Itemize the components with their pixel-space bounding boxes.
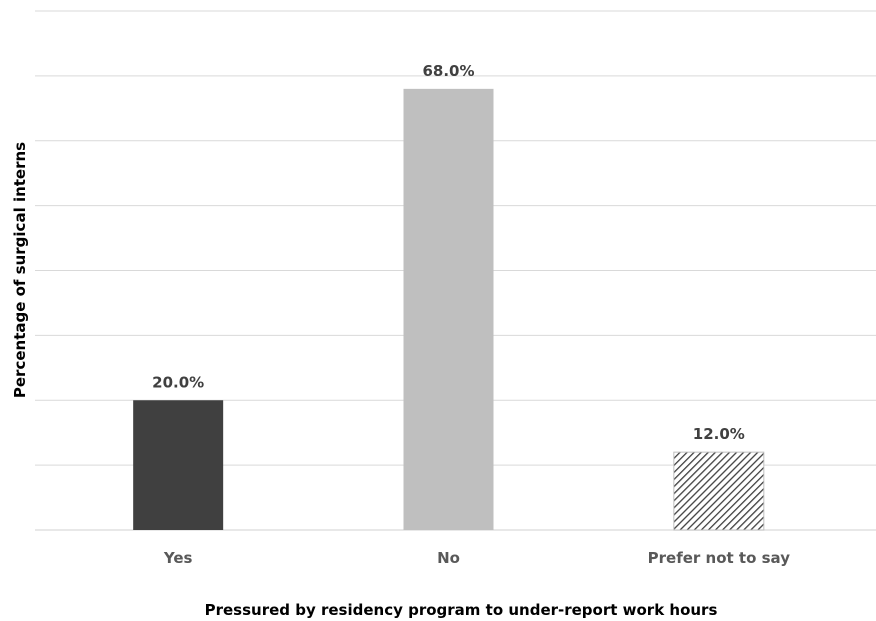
- bar-prefer-not-to-say: [673, 451, 765, 531]
- bar-no: [403, 88, 494, 530]
- bar-yes: [133, 400, 224, 530]
- data-label: 68.0%: [422, 62, 474, 80]
- y-axis-title: Percentage of surgical interns: [11, 142, 29, 398]
- data-label: 12.0%: [693, 425, 745, 443]
- data-labels: 20.0% 68.0% 12.0%: [152, 62, 745, 443]
- bars: [133, 88, 765, 531]
- x-tick-labels: Yes No Prefer not to say: [163, 549, 790, 567]
- x-tick-label: Prefer not to say: [648, 549, 791, 567]
- data-label: 20.0%: [152, 373, 204, 391]
- x-axis-title: Pressured by residency program to under-…: [205, 601, 718, 619]
- x-tick-label: Yes: [163, 549, 193, 567]
- x-tick-label: No: [437, 549, 460, 567]
